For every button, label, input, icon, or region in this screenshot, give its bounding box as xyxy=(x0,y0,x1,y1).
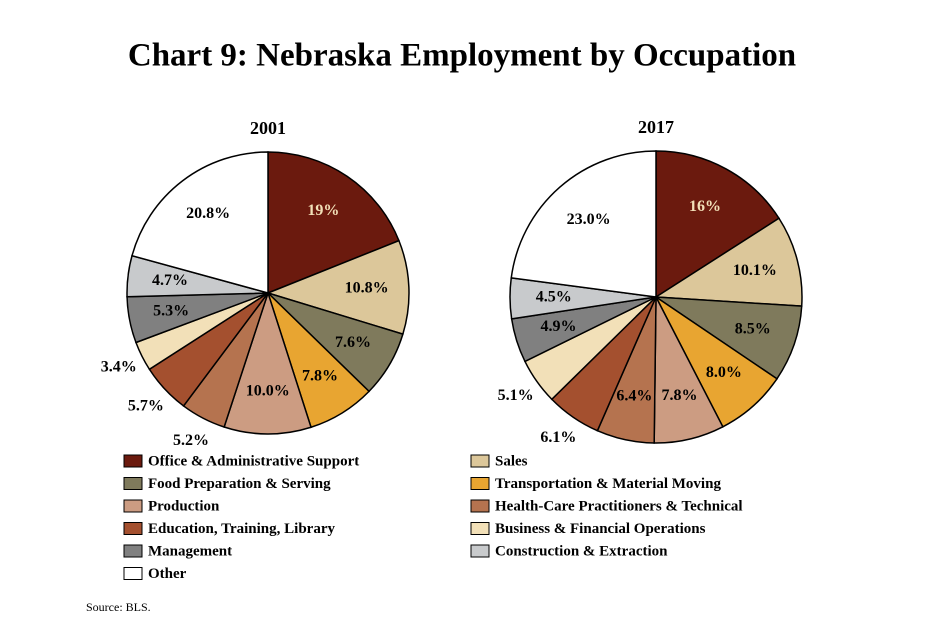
data-label: 5.2% xyxy=(173,432,209,449)
legend-label: Construction & Extraction xyxy=(495,543,668,559)
data-label: 7.8% xyxy=(302,368,338,385)
data-label: 7.8% xyxy=(661,387,697,404)
legend-label: Business & Financial Operations xyxy=(495,521,706,537)
legend-swatch xyxy=(470,522,490,535)
pie-title: 2001 xyxy=(250,118,286,138)
legend-swatch xyxy=(123,477,143,490)
legend-label: Office & Administrative Support xyxy=(148,453,359,469)
pie-slice xyxy=(510,150,657,298)
data-label: 8.5% xyxy=(735,321,771,338)
data-label: 4.9% xyxy=(540,318,576,335)
data-label: 10.8% xyxy=(345,279,389,296)
legend-label: Health-Care Practitioners & Technical xyxy=(495,498,743,514)
legend-swatch xyxy=(123,454,143,468)
legend-swatch xyxy=(470,454,490,468)
data-label: 10.0% xyxy=(246,382,290,399)
data-label: 5.1% xyxy=(498,387,534,404)
legend-label: Transportation & Material Moving xyxy=(495,476,721,492)
data-label: 5.3% xyxy=(153,303,189,320)
data-label: 4.7% xyxy=(152,272,188,289)
legend-swatch xyxy=(123,544,143,558)
pie-slice xyxy=(223,290,312,435)
pie-slice xyxy=(655,150,780,299)
data-label: 3.4% xyxy=(101,359,137,376)
data-label: 16% xyxy=(689,198,721,215)
source: Source: BLS. xyxy=(86,600,151,614)
data-label: 8.0% xyxy=(706,364,742,381)
legend-swatch xyxy=(123,499,143,513)
pie-slice xyxy=(265,239,410,336)
legend-label: Food Preparation & Serving xyxy=(148,476,331,492)
legend-label: Management xyxy=(148,543,232,559)
chart-title: Chart 9: Nebraska Employment by Occupati… xyxy=(128,38,796,74)
data-label: 19% xyxy=(307,202,339,219)
pie-title: 2017 xyxy=(638,117,674,137)
data-label: 23.0% xyxy=(567,211,611,228)
legend-swatch xyxy=(123,522,143,535)
data-label: 5.7% xyxy=(128,398,164,415)
pie-slice xyxy=(131,151,269,294)
data-label: 6.4% xyxy=(616,388,652,405)
data-label: 4.5% xyxy=(536,289,572,306)
legend-swatch xyxy=(470,477,490,490)
legend-swatch xyxy=(470,544,490,558)
legend-label: Education, Training, Library xyxy=(148,521,335,537)
legend-swatch xyxy=(123,567,143,580)
data-label: 6.1% xyxy=(540,429,576,446)
data-label: 7.6% xyxy=(335,334,371,351)
legend-label: Sales xyxy=(495,453,528,469)
data-label: 10.1% xyxy=(733,262,777,279)
legend-swatch xyxy=(470,499,490,513)
pie-slice xyxy=(267,151,400,295)
legend-label: Other xyxy=(148,566,187,582)
legend-label: Production xyxy=(148,498,220,514)
data-label: 20.8% xyxy=(186,205,230,222)
pie-slice xyxy=(653,217,803,307)
